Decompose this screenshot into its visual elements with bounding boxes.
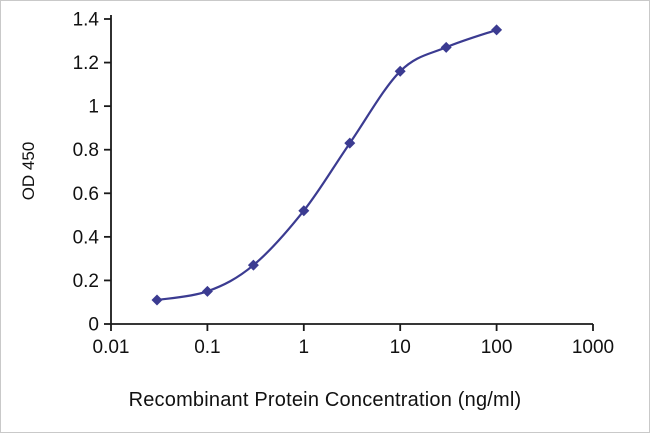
x-tick-label: 10	[390, 337, 411, 358]
x-tick-label: 0.1	[194, 337, 220, 358]
data-point-marker	[201, 285, 213, 297]
y-tick-label: 0.8	[73, 140, 99, 161]
x-tick-label: 1000	[572, 337, 614, 358]
data-point-marker	[491, 24, 503, 36]
x-axis-title: Recombinant Protein Concentration (ng/ml…	[128, 389, 522, 411]
series-line	[156, 28, 497, 302]
data-point-marker	[440, 41, 452, 53]
y-axis-title: OD 450	[19, 141, 38, 201]
data-point-marker	[298, 205, 310, 217]
y-tick-label: 1.4	[73, 10, 100, 31]
x-tick-label: 0.01	[93, 337, 130, 358]
y-tick-label: 0.6	[73, 184, 99, 205]
y-tick-label: 1.2	[73, 53, 99, 74]
x-tick-label: 1	[299, 337, 310, 358]
y-tick-label: 0	[88, 315, 99, 336]
data-point-marker	[247, 259, 259, 271]
y-tick-label: 0.4	[73, 227, 100, 248]
x-tick-label: 100	[481, 337, 513, 358]
data-point-marker	[151, 294, 163, 306]
data-point-marker	[394, 65, 406, 77]
data-point-marker	[344, 137, 356, 149]
y-tick-label: 1	[88, 97, 99, 118]
y-tick-label: 0.2	[73, 271, 99, 292]
